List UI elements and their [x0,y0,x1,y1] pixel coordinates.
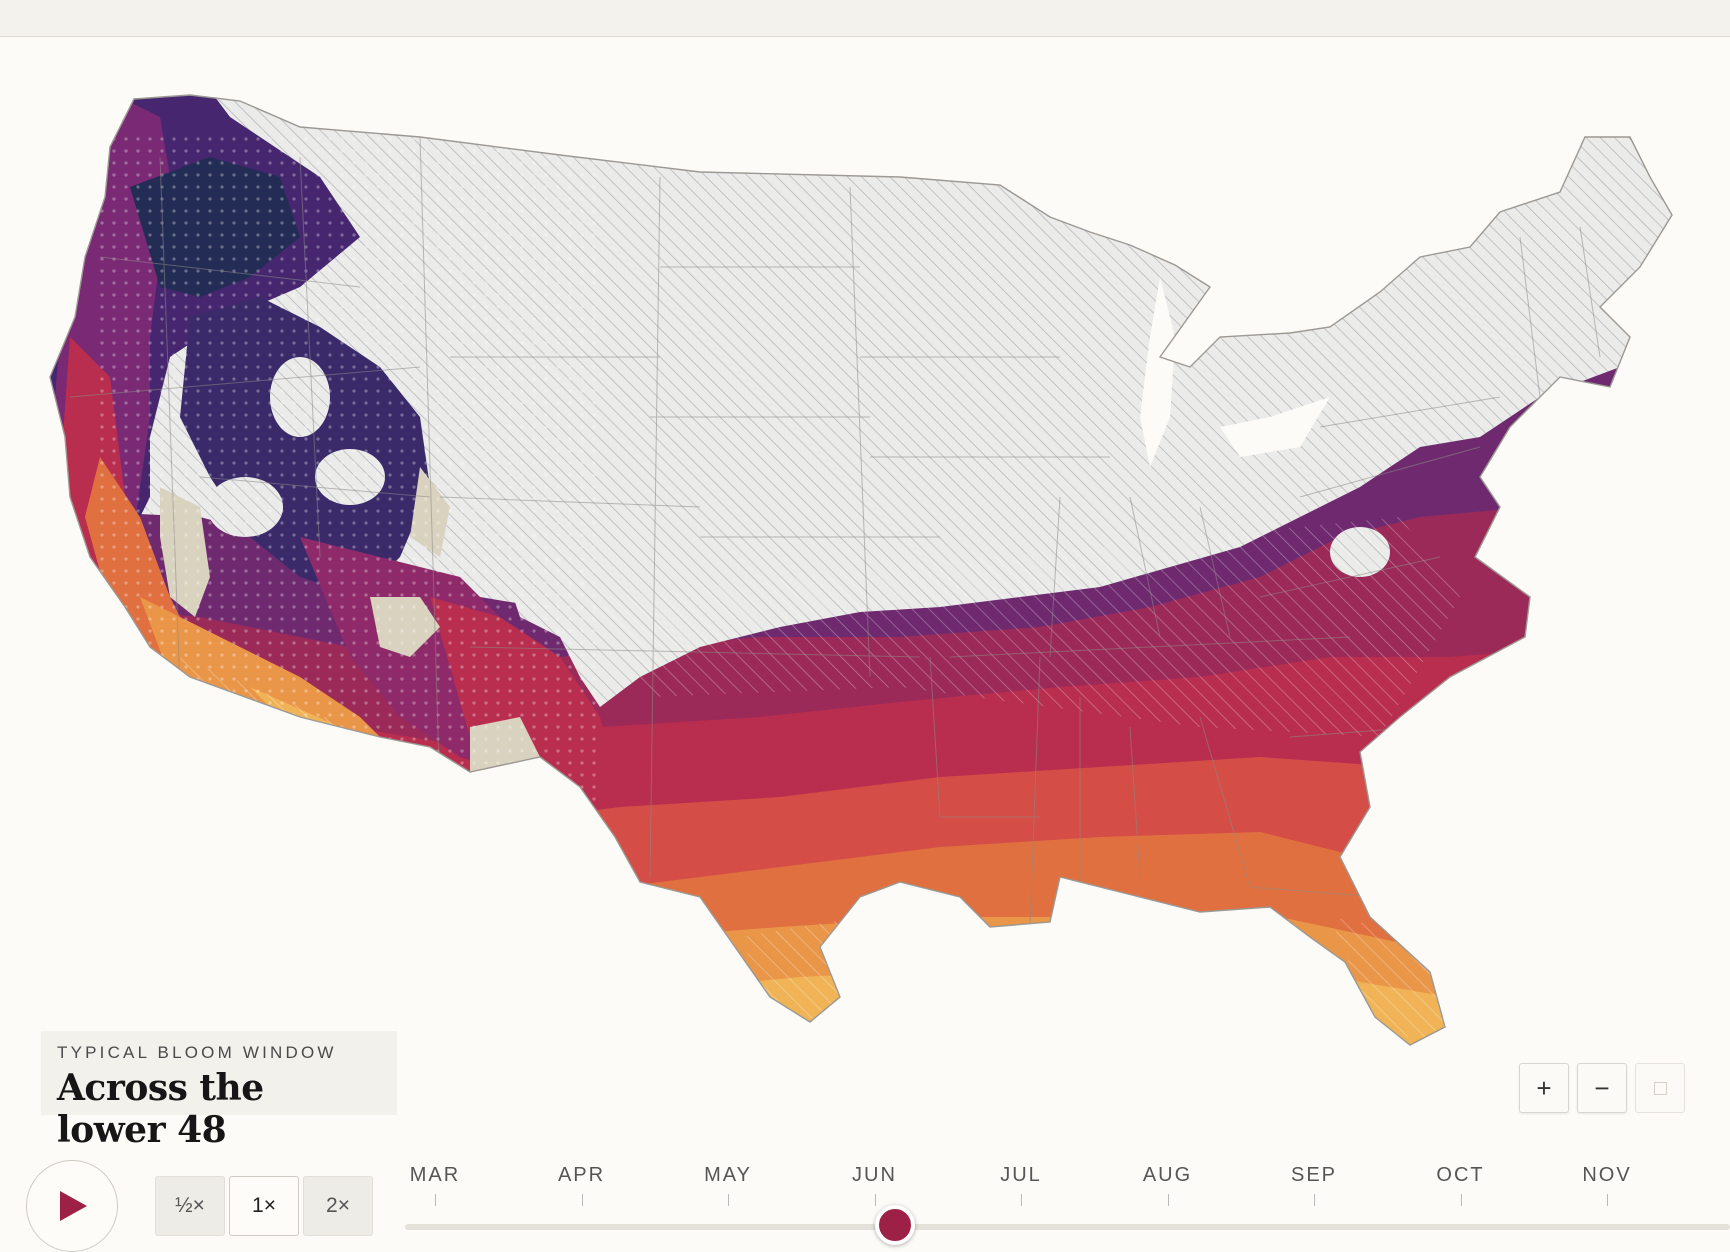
map-caption: TYPICAL BLOOM WINDOW Across the lower 48 [41,1031,397,1151]
caption-title: Across the lower 48 [57,1067,264,1151]
month-label-jul: JUL [1000,1164,1042,1186]
month-tick [435,1194,436,1206]
month-tick [1021,1194,1022,1206]
top-bar [0,0,1730,37]
month-tick [1607,1194,1608,1206]
state-borders [69,136,1601,928]
speed-1x-button[interactable]: 1× [229,1176,299,1236]
month-label-sep: SEP [1290,1164,1338,1186]
month-tick [1314,1194,1315,1206]
map-svg [49,94,1673,1046]
month-label-oct: OCT [1436,1164,1485,1186]
speed-2x-button[interactable]: 2× [303,1176,373,1236]
great-lakes [1140,277,1330,467]
play-button[interactable] [26,1160,118,1252]
bloom-map[interactable] [0,37,1730,1137]
month-label-may: MAY [704,1164,752,1186]
speed-selector: ½× 1× 2× [155,1176,373,1236]
month-label-mar: MAR [409,1164,461,1186]
speed-half-button[interactable]: ½× [155,1176,225,1236]
month-label-aug: AUG [1142,1164,1193,1186]
month-tick [581,1194,583,1206]
square-icon [1653,1081,1667,1095]
caption-eyebrow: TYPICAL BLOOM WINDOW [57,1043,337,1062]
month-label-apr: APR [557,1164,606,1186]
timeline-thumb[interactable] [875,1205,916,1245]
timeline-track[interactable] [405,1224,1730,1230]
month-timeline[interactable]: MAR APR MAY JUN JUL AUG SEP OCT NOV [405,1160,1730,1245]
month-tick [874,1194,876,1206]
month-label-jun: JUN [852,1164,897,1186]
play-icon [60,1191,87,1221]
reset-view-button[interactable] [1635,1063,1685,1113]
month-tick [1460,1194,1462,1206]
zoom-in-button[interactable]: + [1519,1063,1569,1113]
month-tick [1167,1194,1169,1206]
zoom-out-button[interactable]: − [1577,1063,1627,1113]
month-tick [728,1194,729,1206]
month-label-nov: NOV [1582,1164,1632,1186]
zoom-controls: + − [1519,1063,1685,1113]
